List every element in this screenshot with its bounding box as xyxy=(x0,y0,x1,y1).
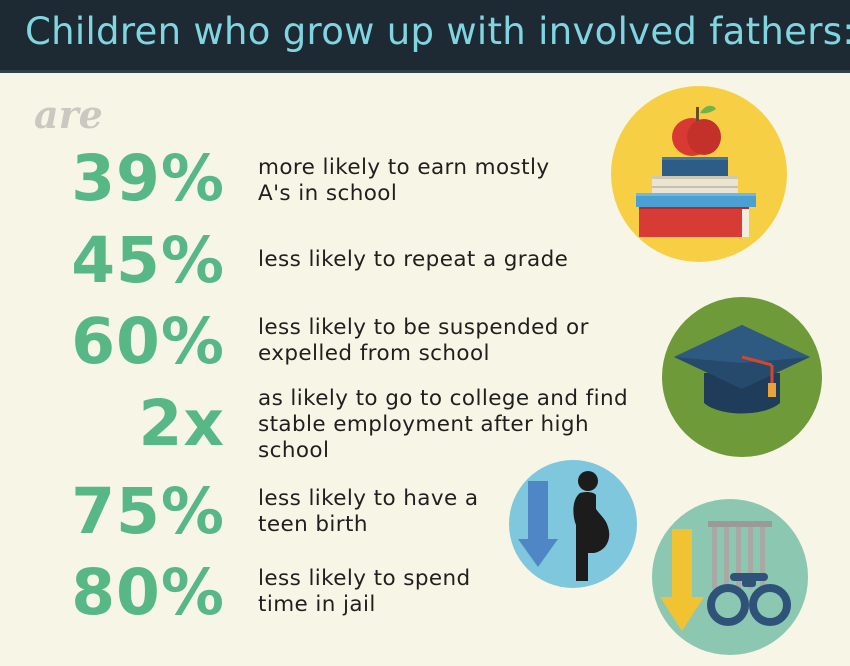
stat-value-4: 2x xyxy=(138,387,225,460)
stat-text-5: less likely to have a teen birth xyxy=(258,486,479,537)
stat-value-1: 39% xyxy=(71,142,225,215)
stat-value-3: 60% xyxy=(71,305,225,378)
apple-books-icon xyxy=(611,86,787,262)
intro-word: are xyxy=(34,92,103,137)
stat-value-6: 80% xyxy=(71,556,225,629)
stat-text-2: less likely to repeat a grade xyxy=(258,247,569,272)
stat-value-5: 75% xyxy=(71,475,225,548)
stat-text-6: less likely to spend time in jail xyxy=(258,566,471,617)
stat-text-1: more likely to earn mostly A's in school xyxy=(258,155,550,206)
page-title: Children who grow up with involved fathe… xyxy=(25,10,850,53)
stat-text-4: as likely to go to college and find stab… xyxy=(258,386,629,463)
pregnancy-down-arrow-icon xyxy=(509,460,637,588)
jail-handcuffs-icon xyxy=(652,499,808,655)
graduation-cap-icon xyxy=(662,297,822,457)
header-banner: Children who grow up with involved fathe… xyxy=(0,0,850,73)
stat-value-2: 45% xyxy=(71,224,225,297)
stat-text-3: less likely to be suspended or expelled … xyxy=(258,315,589,366)
